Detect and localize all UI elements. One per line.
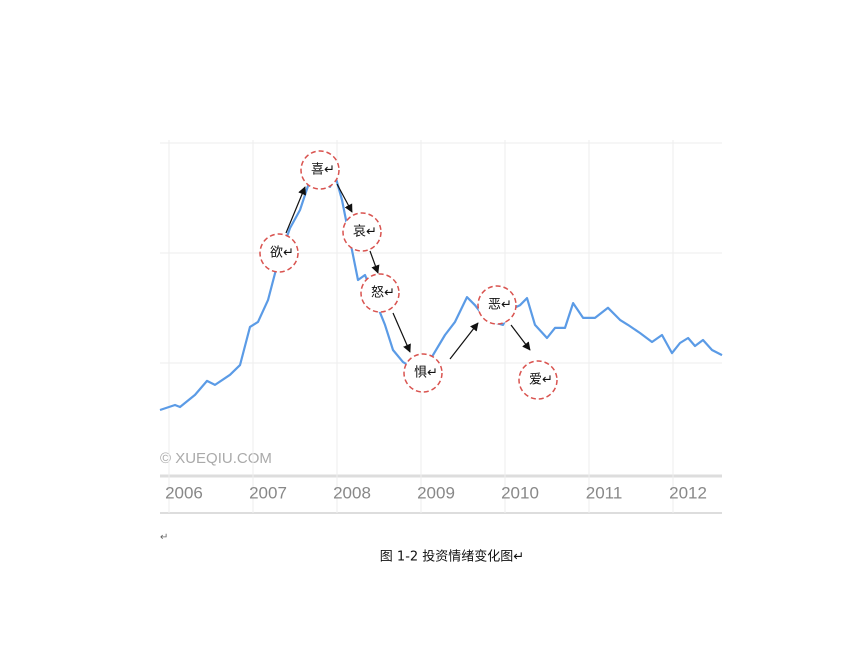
annotation-label: 欲↵	[270, 245, 294, 261]
annotation-circle	[477, 285, 517, 325]
annotation-circle	[518, 360, 558, 400]
annotation-label: 惧↵	[414, 365, 438, 381]
line-series	[159, 173, 723, 412]
x-tick-label: 2007	[249, 483, 287, 502]
annotation-circle	[360, 273, 400, 313]
x-tick-label: 2012	[669, 483, 707, 502]
caption: 图 1-2 投资情绪变化图↵	[380, 549, 524, 565]
annotation-label: 恶↵	[488, 298, 512, 313]
paragraph-mark: ↵	[160, 532, 168, 543]
x-tick-label: 2011	[586, 483, 623, 502]
annotation-label: 哀↵	[353, 225, 377, 240]
grid-lines	[160, 142, 722, 364]
x-tick-label: 2009	[417, 483, 455, 502]
annotation-circle	[259, 233, 299, 273]
x-tick-label: 2006	[165, 483, 203, 502]
annotation-label: 怒↵	[371, 286, 395, 301]
annotation-circle	[300, 150, 340, 190]
x-tick-label: 2008	[333, 483, 371, 502]
annotation-label: 爱↵	[529, 373, 553, 388]
annotation-circle	[342, 212, 382, 252]
x-tick-label: 2010	[501, 483, 539, 502]
arrows	[285, 183, 531, 360]
annotation-layer: 欲↵ 喜↵ 哀↵ 怒↵ 惧↵ 恶↵ 爱↵	[259, 150, 558, 400]
annotation-circle	[403, 353, 443, 393]
watermark: © XUEQIU.COM	[160, 450, 272, 467]
series-layer	[159, 140, 723, 513]
annotation-label: 喜↵	[311, 163, 335, 178]
